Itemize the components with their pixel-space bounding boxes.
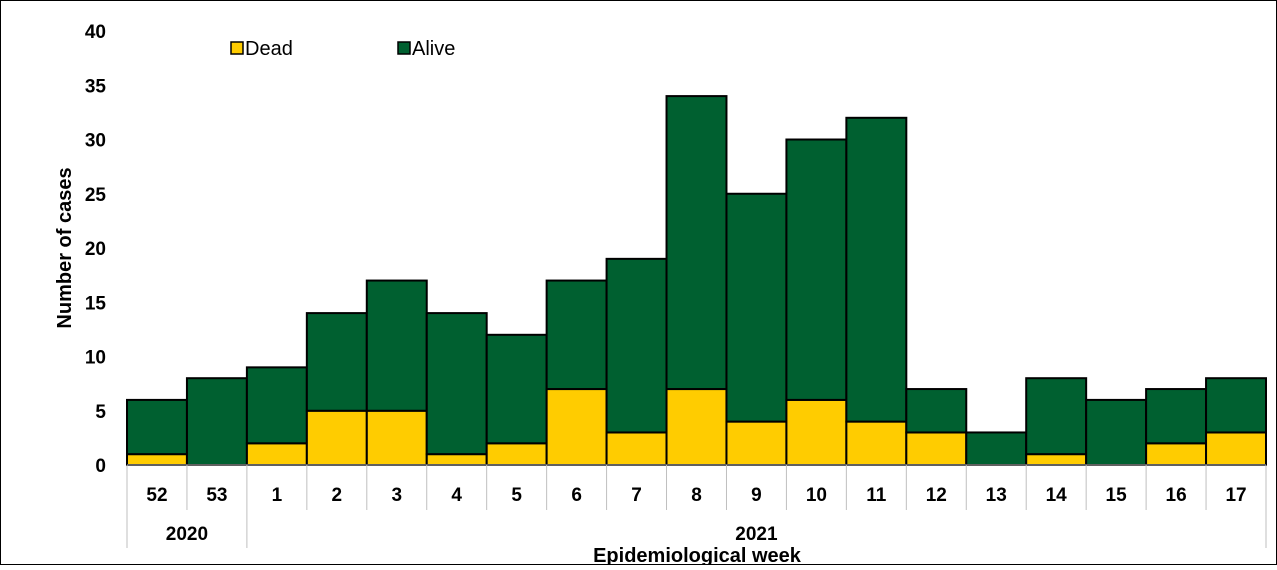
- bar-alive: [725, 192, 788, 423]
- year-label: 2020: [166, 524, 208, 545]
- y-tick-label: 35: [85, 76, 107, 97]
- bar-alive: [305, 312, 368, 412]
- y-axis: 0 5 10 15 20 25 30 35 40: [85, 22, 107, 477]
- bar-alive: [905, 388, 968, 434]
- bar-alive: [605, 257, 668, 434]
- bar-dead: [905, 431, 968, 467]
- bar-dead: [725, 420, 788, 467]
- bar-alive: [365, 279, 428, 412]
- bar-alive: [665, 95, 728, 391]
- y-axis-title: Number of cases: [54, 167, 76, 328]
- legend-swatch-dead: [230, 41, 244, 55]
- x-axis-title: Epidemiological week: [593, 545, 802, 565]
- x-tick-label: 14: [1046, 485, 1068, 506]
- x-tick-label: 6: [571, 485, 582, 506]
- x-tick-label: 52: [146, 485, 167, 506]
- bars: [126, 95, 1267, 467]
- bar-dead: [665, 388, 728, 466]
- legend-label-alive: Alive: [412, 38, 455, 60]
- y-tick-label: 0: [95, 456, 106, 477]
- bar-alive: [545, 279, 608, 391]
- legend: Dead Alive: [230, 38, 455, 60]
- x-tick-label: 13: [986, 485, 1007, 506]
- y-tick-label: 10: [85, 348, 106, 369]
- bar-alive: [485, 333, 548, 445]
- bar-dead: [785, 398, 848, 466]
- bar-alive: [785, 138, 848, 401]
- bar-alive: [425, 312, 488, 456]
- bar-dead: [126, 453, 188, 466]
- x-tick-label: 4: [451, 485, 462, 506]
- x-tick-label: 1: [272, 485, 283, 506]
- legend-label-dead: Dead: [245, 38, 293, 60]
- bar-dead: [365, 409, 428, 466]
- x-tick-label: 3: [391, 485, 402, 506]
- x-tick-label: 11: [866, 485, 887, 506]
- bar-alive: [1025, 377, 1088, 456]
- bar-dead: [845, 420, 908, 467]
- bar-alive: [845, 116, 908, 423]
- x-axis: 52 53 1 2 3 4 5 6 7 8 9 10 11 12 13 14 15 16 17: [126, 464, 1267, 510]
- bar-dead: [425, 453, 488, 466]
- x-tick-label: 7: [631, 485, 642, 506]
- x-tick-label: 53: [206, 485, 227, 506]
- x-tick-label: 17: [1225, 485, 1246, 506]
- bar-alive: [185, 377, 248, 467]
- y-tick-label: 40: [85, 22, 106, 43]
- x-tick-label: 15: [1106, 485, 1128, 506]
- bar-dead: [545, 388, 608, 466]
- x-tick-label: 8: [691, 485, 702, 506]
- bar-dead: [1145, 442, 1208, 466]
- x-tick-label: 5: [511, 485, 522, 506]
- y-tick-label: 20: [85, 239, 106, 260]
- bar-alive: [245, 366, 308, 445]
- legend-swatch-alive: [397, 41, 411, 55]
- y-tick-label: 15: [85, 293, 107, 314]
- y-tick-label: 30: [85, 131, 106, 152]
- x-tick-label: 10: [806, 485, 827, 506]
- bar-dead: [1025, 453, 1088, 466]
- y-tick-label: 5: [95, 402, 106, 423]
- bar-alive: [126, 398, 188, 456]
- x-tick-label: 9: [751, 485, 762, 506]
- bar-alive: [1205, 377, 1267, 434]
- bar-dead: [245, 442, 308, 466]
- bar-alive: [1085, 398, 1148, 466]
- bar-alive: [965, 431, 1028, 467]
- x-tick-label: 2: [332, 485, 343, 506]
- bar-dead: [1205, 431, 1267, 467]
- x-tick-label: 16: [1166, 485, 1187, 506]
- bar-dead: [485, 442, 548, 466]
- bar-dead: [605, 431, 668, 467]
- year-axis: 2020 2021: [126, 510, 1267, 548]
- y-tick-label: 25: [85, 185, 107, 206]
- bar-dead: [305, 409, 368, 466]
- bar-alive: [1145, 388, 1208, 445]
- x-tick-label: 12: [926, 485, 947, 506]
- year-label: 2021: [735, 524, 778, 545]
